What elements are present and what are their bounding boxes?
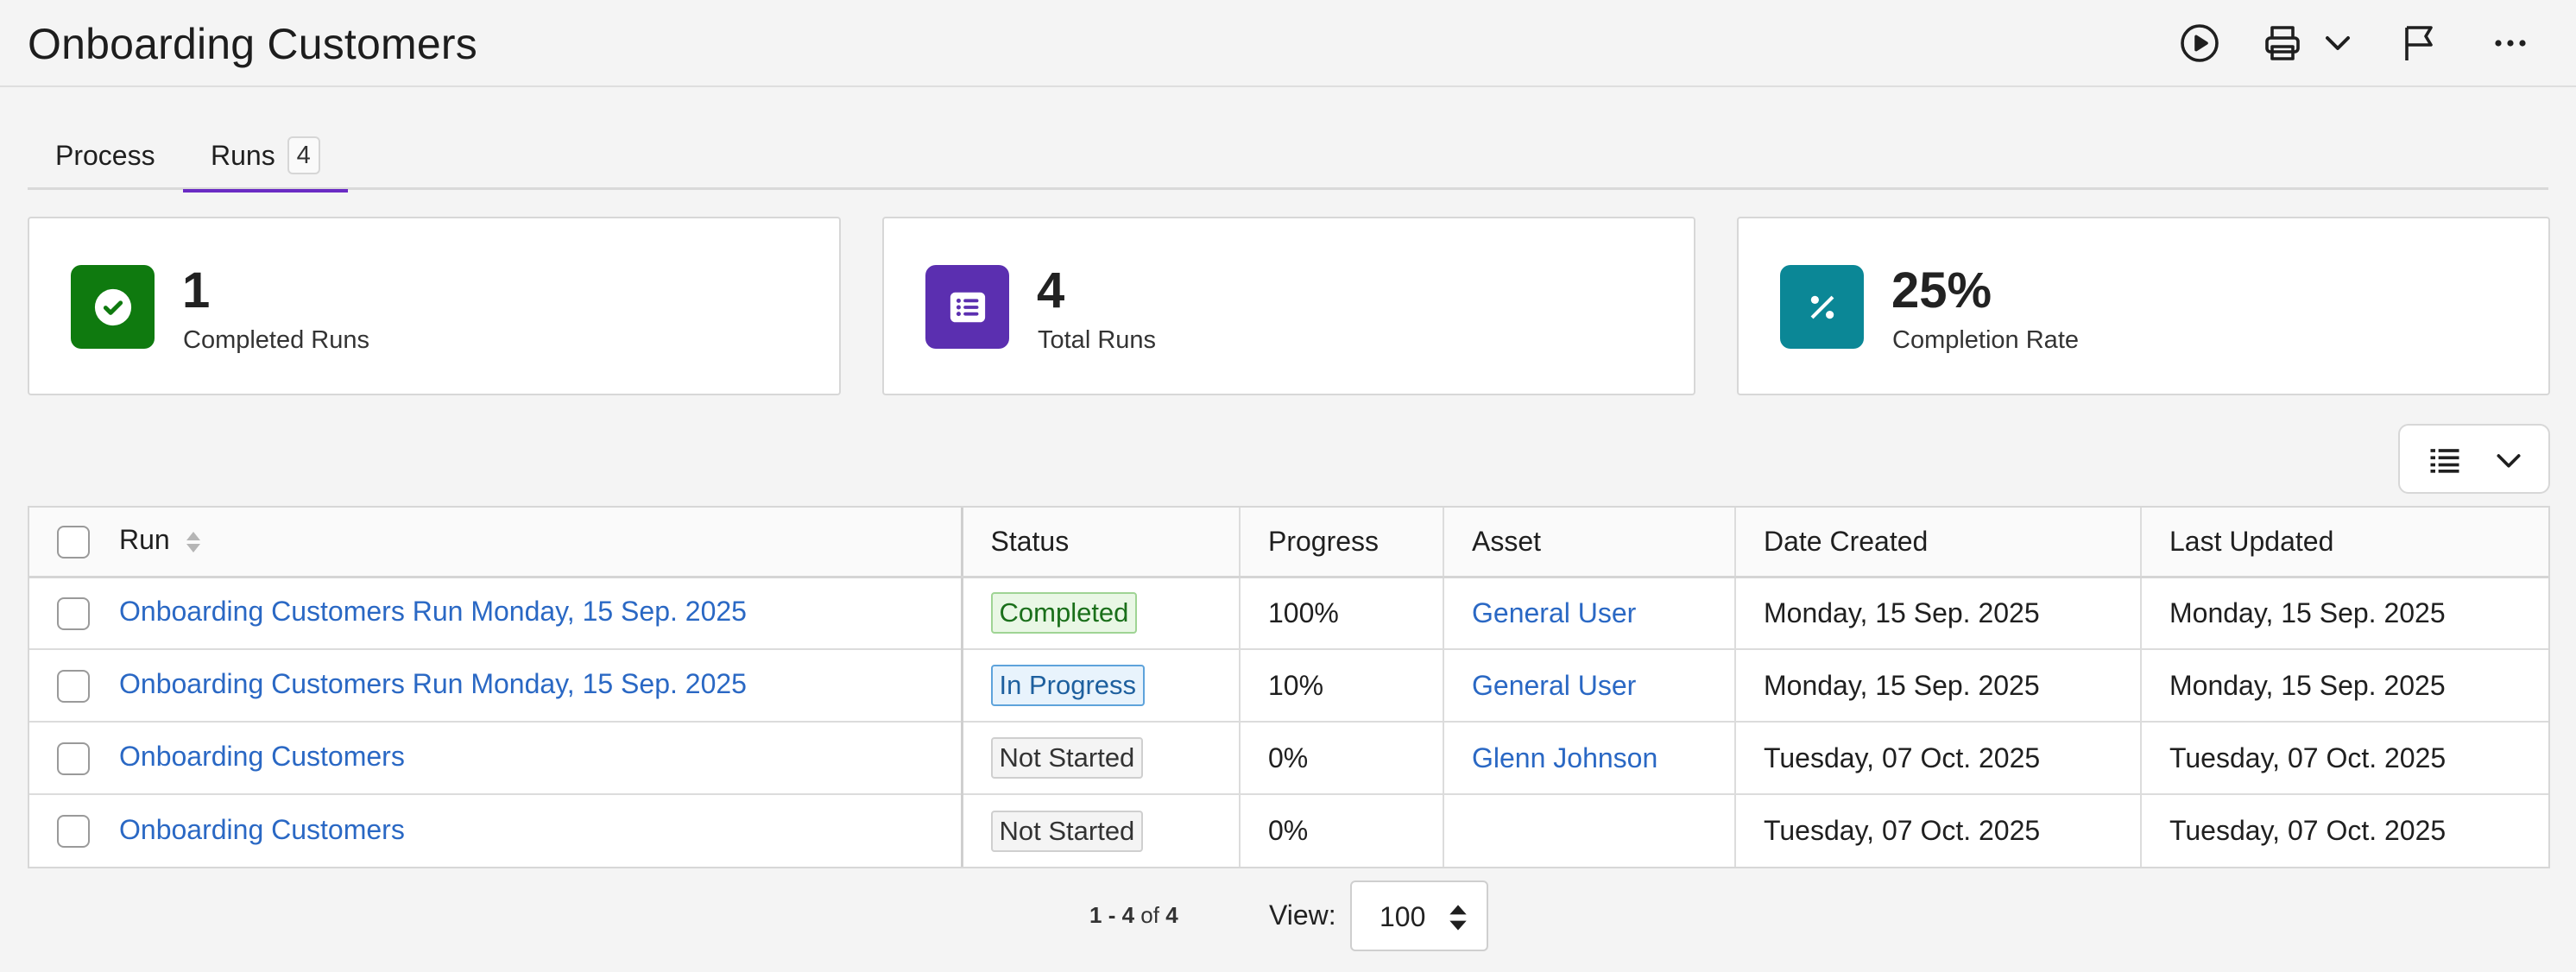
- status-cell: Not Started: [962, 722, 1240, 795]
- page-header: Onboarding Customers: [0, 0, 2576, 87]
- column-header-date-created[interactable]: Date Created: [1734, 508, 2141, 578]
- tab-runs-count-badge: 4: [287, 136, 320, 174]
- run-cell: Onboarding Customers Run Monday, 15 Sep.…: [29, 649, 963, 723]
- status-cell: Completed: [962, 577, 1240, 650]
- stat-card-total-runs: 4 Total Runs: [882, 217, 1695, 395]
- tab-runs[interactable]: Runs 4: [183, 121, 348, 193]
- check-circle-icon: [71, 265, 155, 349]
- column-header-last-updated[interactable]: Last Updated: [2140, 508, 2548, 578]
- table-row: Onboarding Customers Not Started 0% Glen…: [29, 722, 2548, 795]
- date-created-cell: Tuesday, 07 Oct. 2025: [1734, 794, 2141, 867]
- stat-label: Total Runs: [1038, 326, 1157, 354]
- runs-table: Run Status Progress Asset Date Created L…: [28, 506, 2550, 868]
- page-title: Onboarding Customers: [28, 20, 477, 68]
- chevron-down-icon: [2497, 454, 2521, 468]
- table-row: Onboarding Customers Run Monday, 15 Sep.…: [29, 649, 2548, 723]
- row-checkbox[interactable]: [57, 742, 90, 775]
- more-horizontal-icon[interactable]: [2488, 21, 2533, 66]
- column-view-menu-button[interactable]: [2398, 424, 2550, 494]
- page-size-select[interactable]: 100: [1350, 880, 1488, 951]
- progress-cell: 0%: [1239, 722, 1443, 795]
- asset-link[interactable]: Glenn Johnson: [1472, 742, 1658, 773]
- asset-cell: Glenn Johnson: [1443, 722, 1735, 795]
- date-created-cell: Monday, 15 Sep. 2025: [1734, 577, 2141, 650]
- status-cell: In Progress: [962, 649, 1240, 723]
- range-total: 4: [1165, 902, 1178, 928]
- asset-link[interactable]: General User: [1472, 669, 1637, 701]
- asset-cell: [1443, 794, 1735, 867]
- progress-cell: 100%: [1239, 577, 1443, 650]
- run-link[interactable]: Onboarding Customers: [119, 813, 405, 845]
- table-header-row: Run Status Progress Asset Date Created L…: [29, 508, 2548, 578]
- asset-cell: General User: [1443, 649, 1735, 723]
- range-start: 1: [1089, 902, 1102, 928]
- column-header-progress[interactable]: Progress: [1239, 508, 1443, 578]
- page-size-value: 100: [1380, 901, 1426, 932]
- status-badge: In Progress: [990, 665, 1146, 706]
- row-checkbox[interactable]: [57, 597, 90, 631]
- stat-value: 25%: [1891, 262, 1992, 319]
- list-view-icon: [2430, 449, 2459, 473]
- print-dropdown-chevron-icon[interactable]: [2315, 21, 2360, 66]
- range-separator: -: [1102, 902, 1122, 928]
- run-link[interactable]: Onboarding Customers: [119, 741, 405, 773]
- stat-card-completion-rate: 25% Completion Rate: [1737, 217, 2550, 395]
- tab-runs-label: Runs: [211, 139, 275, 171]
- tab-process[interactable]: Process: [28, 121, 183, 190]
- status-badge: Not Started: [990, 810, 1144, 852]
- stat-label: Completed Runs: [183, 326, 369, 354]
- play-circle-icon[interactable]: [2177, 21, 2222, 66]
- run-link[interactable]: Onboarding Customers Run Monday, 15 Sep.…: [119, 668, 747, 700]
- column-header-status[interactable]: Status: [962, 508, 1240, 578]
- page-size-label: View:: [1269, 899, 1336, 931]
- column-header-run-label: Run: [119, 524, 170, 556]
- run-cell: Onboarding Customers Run Monday, 15 Sep.…: [29, 577, 963, 650]
- pagination-range: 1 - 4 of 4: [1089, 902, 1178, 929]
- sort-icon[interactable]: [184, 530, 203, 554]
- table-row: Onboarding Customers Not Started 0% Tues…: [29, 794, 2548, 867]
- select-all-checkbox[interactable]: [57, 526, 90, 559]
- range-of-text: of: [1134, 902, 1166, 928]
- date-created-cell: Monday, 15 Sep. 2025: [1734, 649, 2141, 723]
- row-checkbox[interactable]: [57, 669, 90, 703]
- percent-icon: [1780, 265, 1864, 349]
- asset-cell: General User: [1443, 577, 1735, 650]
- select-arrows-icon: [1449, 905, 1467, 931]
- list-icon: [925, 265, 1009, 349]
- last-updated-cell: Monday, 15 Sep. 2025: [2140, 577, 2548, 650]
- tab-bar: Process Runs 4: [28, 121, 2548, 193]
- range-end: 4: [1121, 902, 1135, 928]
- stat-card-completed-runs: 1 Completed Runs: [28, 217, 841, 395]
- status-badge: Completed: [990, 592, 1138, 634]
- column-header-asset[interactable]: Asset: [1443, 508, 1735, 578]
- status-cell: Not Started: [962, 794, 1240, 867]
- progress-cell: 0%: [1239, 794, 1443, 867]
- column-header-run[interactable]: Run: [29, 508, 963, 578]
- stat-value: 1: [182, 262, 211, 319]
- run-cell: Onboarding Customers: [29, 794, 963, 867]
- table-row: Onboarding Customers Run Monday, 15 Sep.…: [29, 577, 2548, 650]
- last-updated-cell: Tuesday, 07 Oct. 2025: [2140, 722, 2548, 795]
- printer-icon[interactable]: [2260, 21, 2305, 66]
- status-badge: Not Started: [990, 737, 1144, 779]
- last-updated-cell: Monday, 15 Sep. 2025: [2140, 649, 2548, 723]
- progress-cell: 10%: [1239, 649, 1443, 723]
- last-updated-cell: Tuesday, 07 Oct. 2025: [2140, 794, 2548, 867]
- row-checkbox[interactable]: [57, 815, 90, 849]
- tab-process-label: Process: [55, 139, 155, 171]
- flag-icon[interactable]: [2396, 21, 2441, 66]
- date-created-cell: Tuesday, 07 Oct. 2025: [1734, 722, 2141, 795]
- run-link[interactable]: Onboarding Customers Run Monday, 15 Sep.…: [119, 596, 747, 628]
- stat-value: 4: [1037, 262, 1065, 319]
- asset-link[interactable]: General User: [1472, 596, 1637, 628]
- run-cell: Onboarding Customers: [29, 722, 963, 795]
- stat-label: Completion Rate: [1892, 326, 2079, 354]
